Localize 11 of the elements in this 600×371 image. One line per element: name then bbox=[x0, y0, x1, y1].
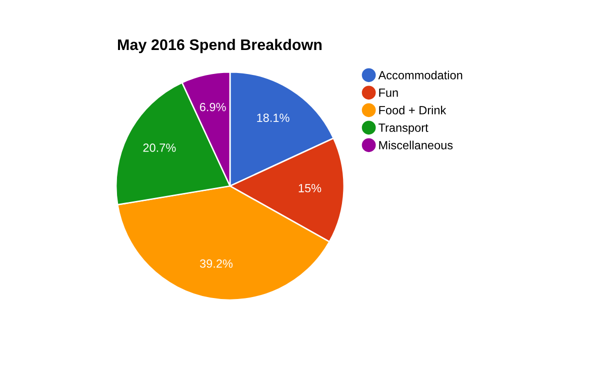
legend-label: Miscellaneous bbox=[379, 140, 453, 150]
data-label: 39.2% bbox=[200, 259, 233, 268]
data-label: 20.7% bbox=[143, 144, 176, 152]
legend-label: Food + Drink bbox=[379, 106, 446, 114]
legend-label: Fun bbox=[379, 88, 398, 97]
chart-title: May 2016 Spend Breakdown bbox=[118, 38, 322, 54]
legend-label: Accommodation bbox=[378, 70, 462, 80]
data-label: 18.1% bbox=[257, 114, 290, 122]
data-label: 15% bbox=[298, 184, 322, 192]
data-label: 6.9% bbox=[200, 102, 226, 112]
legend-label: Transport bbox=[378, 124, 428, 134]
